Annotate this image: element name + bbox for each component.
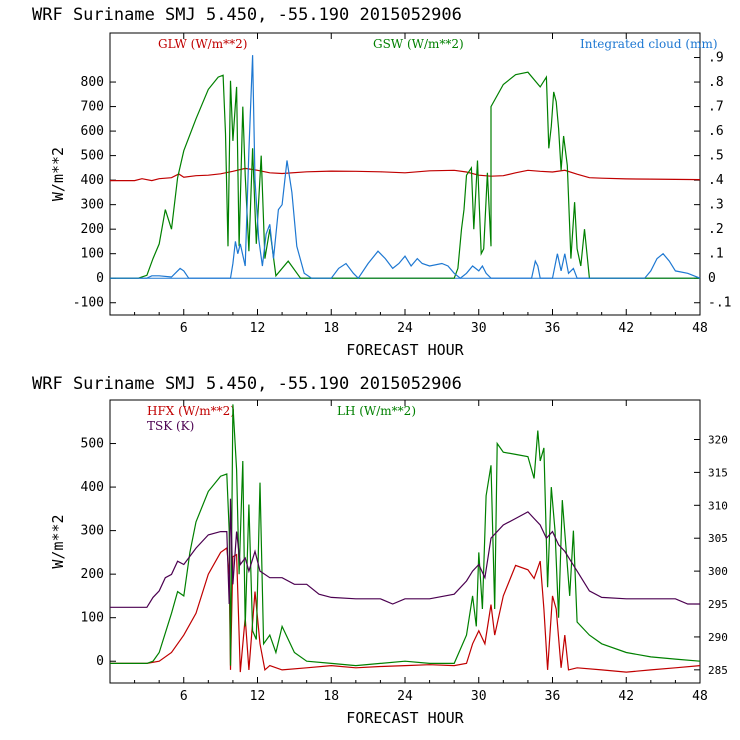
series-line-gsw xyxy=(110,71,700,279)
legend-lh: LH (W/m**2) xyxy=(337,404,416,418)
series-line-tsk xyxy=(110,498,700,608)
y-tick-label: 200 xyxy=(81,222,104,237)
y2-tick-label: .7 xyxy=(708,100,724,115)
plot-frame xyxy=(109,399,701,684)
x-tick-label: 6 xyxy=(180,321,188,336)
y-tick-label: 300 xyxy=(81,198,104,213)
x-tick-label: 6 xyxy=(180,689,188,704)
x-tick-label: 12 xyxy=(250,321,266,336)
x-tick-label: 42 xyxy=(618,321,634,336)
y2-tick-label: 320 xyxy=(708,433,728,446)
y2-tick-label: .8 xyxy=(708,75,724,90)
x-tick-label: 30 xyxy=(471,689,487,704)
y-tick-label: 300 xyxy=(81,524,104,539)
y2-tick-label: .6 xyxy=(708,124,724,139)
y-tick-label: 0 xyxy=(96,654,104,669)
legend-gsw: GSW (W/m**2) xyxy=(373,37,464,51)
x-tick-label: 48 xyxy=(692,689,708,704)
x-tick-label: 42 xyxy=(618,689,634,704)
x-tick-label: 24 xyxy=(397,689,413,704)
y-tick-label: 500 xyxy=(81,437,104,452)
x-tick-label: 30 xyxy=(471,321,487,336)
x-axis-label: FORECAST HOUR xyxy=(346,709,464,727)
y2-tick-label: 315 xyxy=(708,466,728,479)
y2-tick-label: 295 xyxy=(708,598,728,611)
y-tick-label: 100 xyxy=(81,611,104,626)
y-tick-label: 700 xyxy=(81,100,104,115)
y2-tick-label: .5 xyxy=(708,149,724,164)
series-line-hfx xyxy=(110,546,701,673)
y-tick-label: 500 xyxy=(81,149,104,164)
legend-glw: GLW (W/m**2) xyxy=(158,37,247,51)
y-tick-label: 800 xyxy=(81,75,104,90)
y2-tick-label: .2 xyxy=(708,222,724,237)
chart-title: WRF Suriname SMJ 5.450, -55.190 20150529… xyxy=(32,5,462,25)
y2-tick-label: .9 xyxy=(708,51,724,66)
y-tick-label: 400 xyxy=(81,173,104,188)
x-tick-label: 48 xyxy=(692,321,708,336)
y2-tick-label: 310 xyxy=(708,499,728,512)
legend-tsk: TSK (K) xyxy=(147,419,194,433)
y-tick-label: -100 xyxy=(73,296,104,311)
y-axis-label: W/m**2 xyxy=(49,514,67,568)
y2-tick-label: 300 xyxy=(708,565,728,578)
plot-frame xyxy=(109,32,701,316)
y2-tick-label: .3 xyxy=(708,198,724,213)
y2-tick-label: -.1 xyxy=(708,296,731,311)
series-line-glw xyxy=(110,167,701,182)
chart-title: WRF Suriname SMJ 5.450, -55.190 20150529… xyxy=(32,374,462,394)
x-tick-label: 24 xyxy=(397,321,413,336)
y-tick-label: 600 xyxy=(81,124,104,139)
y2-tick-label: 0 xyxy=(708,271,716,286)
y2-tick-label: .4 xyxy=(708,173,724,188)
x-tick-label: 12 xyxy=(250,689,266,704)
y-axis-label: W/m**2 xyxy=(49,147,67,201)
x-tick-label: 36 xyxy=(545,321,561,336)
x-tick-label: 18 xyxy=(323,689,339,704)
legend-hfx: HFX (W/m**2) xyxy=(147,404,235,418)
x-tick-label: 36 xyxy=(545,689,561,704)
x-tick-label: 18 xyxy=(323,321,339,336)
x-axis-label: FORECAST HOUR xyxy=(346,341,464,359)
y2-tick-label: .1 xyxy=(708,247,724,262)
y-tick-label: 200 xyxy=(81,567,104,582)
y-tick-label: 0 xyxy=(96,271,104,286)
y2-tick-label: 305 xyxy=(708,532,728,545)
series-line-lh xyxy=(110,404,701,667)
y-tick-label: 400 xyxy=(81,480,104,495)
series-line-integrated xyxy=(110,55,701,280)
legend-integrated: Integrated cloud (mm) xyxy=(580,37,718,51)
y-tick-label: 100 xyxy=(81,247,104,262)
y2-tick-label: 290 xyxy=(708,631,728,644)
y2-tick-label: 285 xyxy=(708,664,728,677)
